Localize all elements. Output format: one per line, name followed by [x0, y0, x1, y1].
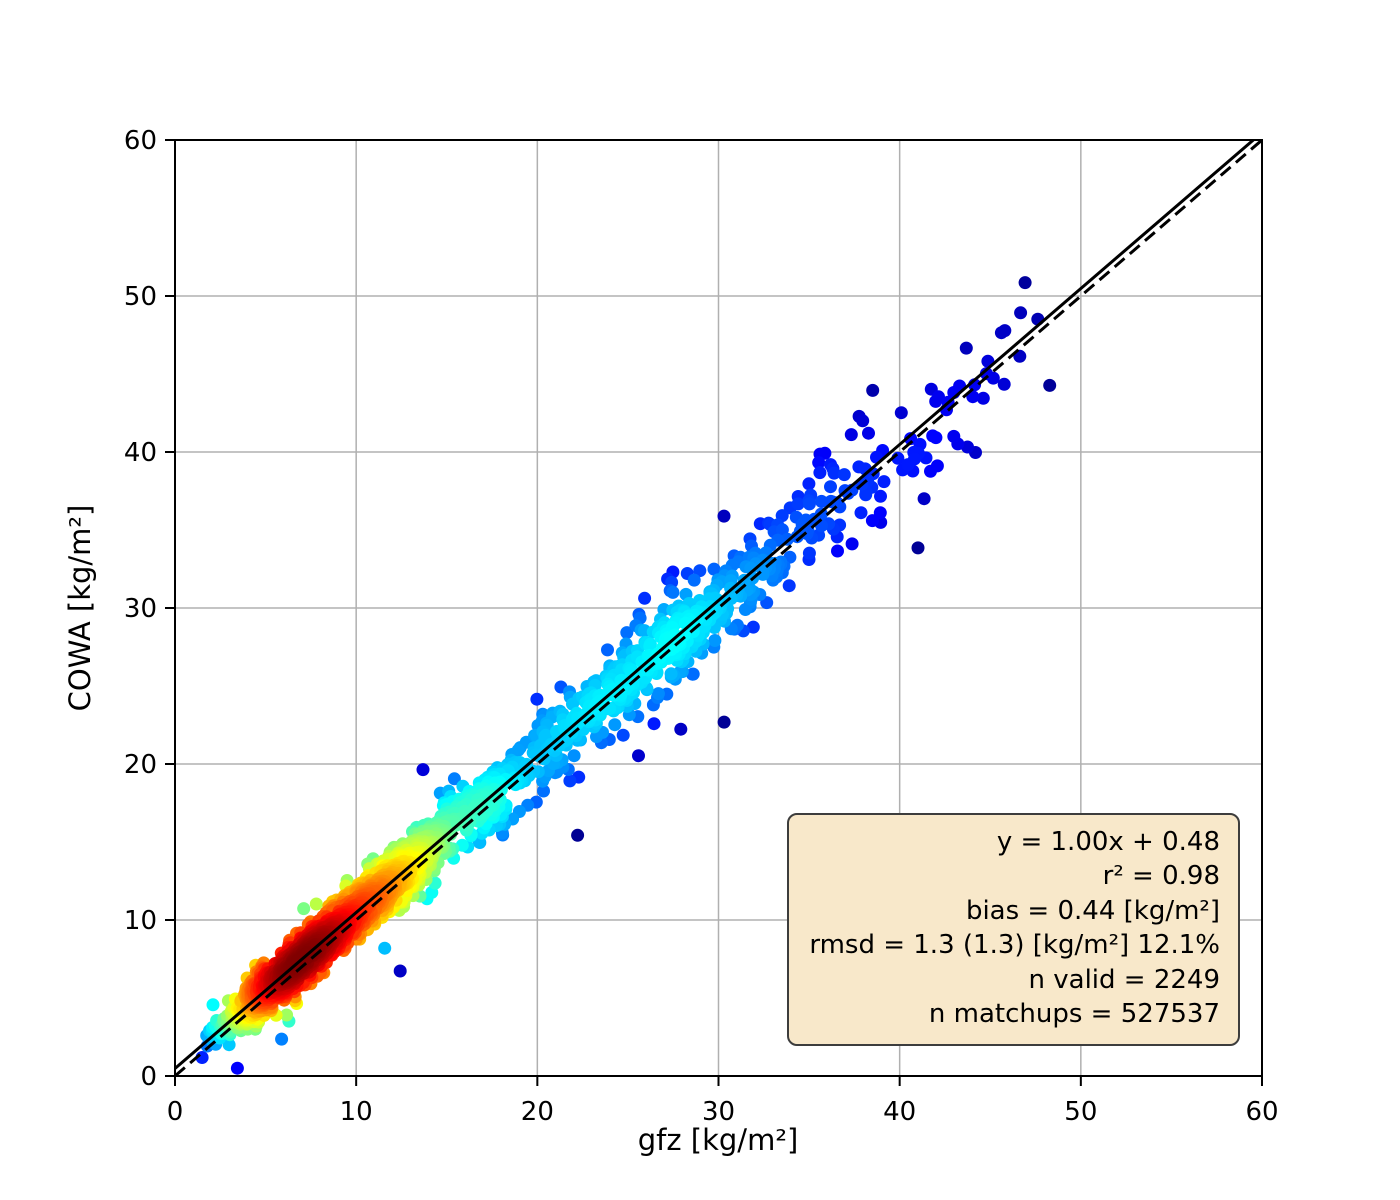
- stats-line-bias: bias = 0.44 [kg/m²]: [965, 895, 1220, 926]
- stats-line-fit: y = 1.00x + 0.48: [996, 826, 1220, 857]
- fit-line: [175, 140, 1256, 1070]
- y-tick-label: 20: [124, 750, 157, 780]
- axis-ticks: [165, 139, 1263, 1086]
- x-tick-label: 50: [1064, 1097, 1097, 1127]
- y-axis-label: COWA [kg/m²]: [63, 505, 97, 712]
- y-tick-label: 30: [124, 594, 157, 624]
- y-tick-labels: 0 10 20 30 40 50 60: [124, 126, 157, 1092]
- reference-lines: [175, 140, 1262, 1076]
- y-tick-label: 60: [124, 126, 157, 156]
- stats-line-r2: r² = 0.98: [1102, 861, 1220, 892]
- stats-line-matchups: n matchups = 527537: [928, 999, 1220, 1030]
- stats-line-rmsd: rmsd = 1.3 (1.3) [kg/m²] 12.1%: [809, 930, 1220, 961]
- plot-border: [174, 139, 1263, 1077]
- stats-line-nvalid: n valid = 2249: [1028, 964, 1221, 995]
- x-tick-label: 30: [702, 1097, 735, 1127]
- x-axis-label: gfz [kg/m²]: [638, 1123, 799, 1157]
- stats-box: y = 1.00x + 0.48 r² = 0.98 bias = 0.44 […: [787, 812, 1240, 1046]
- x-tick-label: 40: [883, 1097, 916, 1127]
- y-tick-label: 10: [124, 906, 157, 936]
- x-tick-label: 20: [521, 1097, 554, 1127]
- y-tick-label: 0: [140, 1062, 157, 1092]
- x-tick-label: 0: [167, 1097, 184, 1127]
- x-tick-label: 10: [340, 1097, 373, 1127]
- y-tick-label: 50: [124, 282, 157, 312]
- x-tick-label: 60: [1245, 1097, 1278, 1127]
- y-tick-label: 40: [124, 438, 157, 468]
- x-tick-labels: 0 10 20 30 40 50 60: [167, 1097, 1279, 1127]
